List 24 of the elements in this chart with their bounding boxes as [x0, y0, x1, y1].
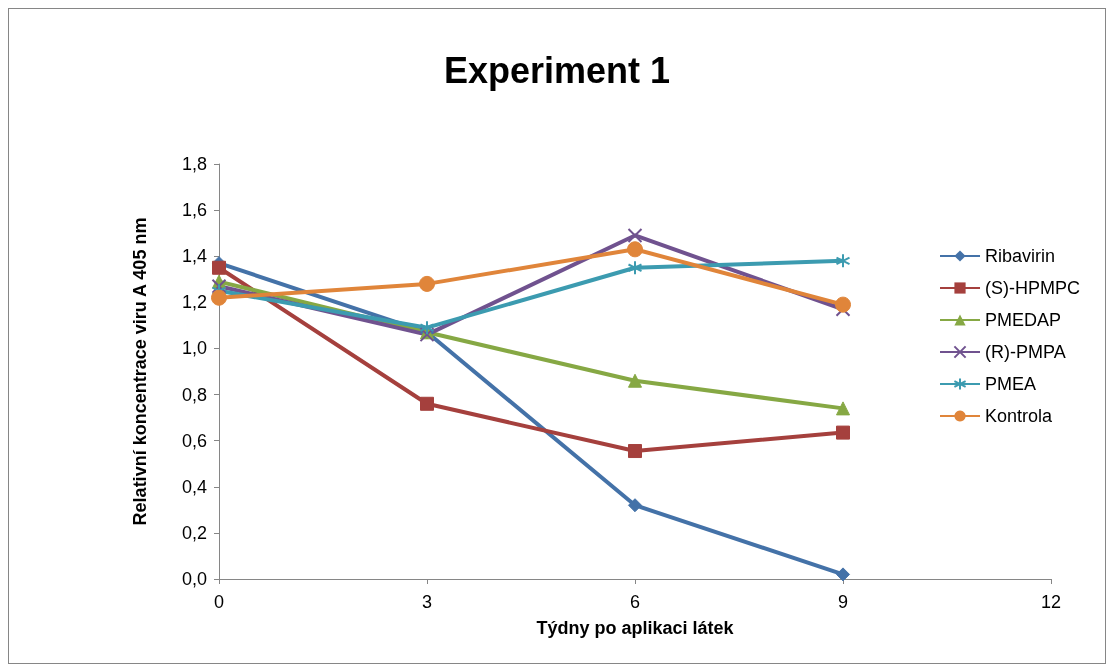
y-tick-label: 0,6: [181, 430, 207, 451]
legend-label: (S)-HPMPC: [985, 278, 1081, 298]
x-tick-label: 0: [213, 592, 225, 612]
y-tick-label: 0,0: [181, 569, 207, 589]
y-tick-label: 0,2: [181, 522, 207, 543]
y-tick-label: 1,4: [181, 246, 207, 267]
legend-label: Kontrola: [985, 406, 1054, 426]
y-tick-label: 1,6: [181, 200, 207, 221]
y-axis-title: Relativní koncentrace viru A 405 nm: [130, 217, 150, 526]
y-tick-label: 0,4: [181, 476, 207, 497]
chart-title: Experiment 1: [443, 49, 671, 91]
legend-label: Ribavirin: [985, 246, 1056, 266]
legend-label: PMEDAP: [985, 310, 1062, 330]
y-tick-label: 1,2: [181, 292, 207, 313]
x-tick-label: 12: [1040, 592, 1062, 612]
x-tick-label: 6: [629, 592, 641, 612]
y-tick-label: 0,8: [181, 384, 207, 405]
y-tick-label: 1,0: [181, 338, 207, 359]
x-axis-title: Týdny po aplikaci látek: [536, 618, 735, 638]
legend-label: PMEA: [985, 374, 1037, 394]
y-tick-label: 1,8: [181, 154, 207, 174]
legend-label: (R)-PMPA: [985, 342, 1066, 362]
x-tick-label: 9: [837, 592, 849, 612]
x-tick-label: 3: [421, 592, 433, 612]
